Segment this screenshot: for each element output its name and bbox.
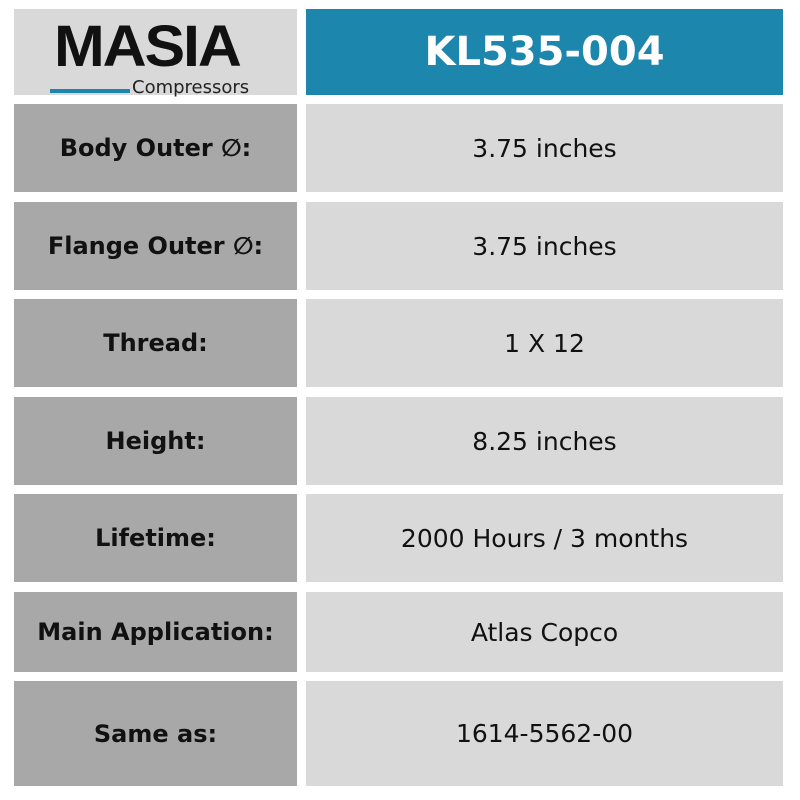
- product-title: KL535-004: [306, 9, 783, 95]
- label-flange-outer: Flange Outer ∅:: [14, 202, 297, 290]
- label-main-application: Main Application:: [14, 592, 297, 672]
- value-body-outer: 3.75 inches: [306, 104, 783, 192]
- label-lifetime: Lifetime:: [14, 494, 297, 582]
- label-body-outer: Body Outer ∅:: [14, 104, 297, 192]
- value-lifetime: 2000 Hours / 3 months: [306, 494, 783, 582]
- value-flange-outer: 3.75 inches: [306, 202, 783, 290]
- logo-brand: MASIA: [54, 14, 242, 79]
- label-same-as: Same as:: [14, 681, 297, 786]
- value-height: 8.25 inches: [306, 397, 783, 485]
- label-height: Height:: [14, 397, 297, 485]
- value-thread: 1 X 12: [306, 299, 783, 387]
- label-thread: Thread:: [14, 299, 297, 387]
- value-main-application: Atlas Copco: [306, 592, 783, 672]
- logo-accent-bar: [50, 89, 130, 93]
- value-same-as: 1614-5562-00: [306, 681, 783, 786]
- masia-logo: MASIA Compressors: [14, 9, 297, 98]
- logo-tagline: Compressors: [132, 77, 250, 98]
